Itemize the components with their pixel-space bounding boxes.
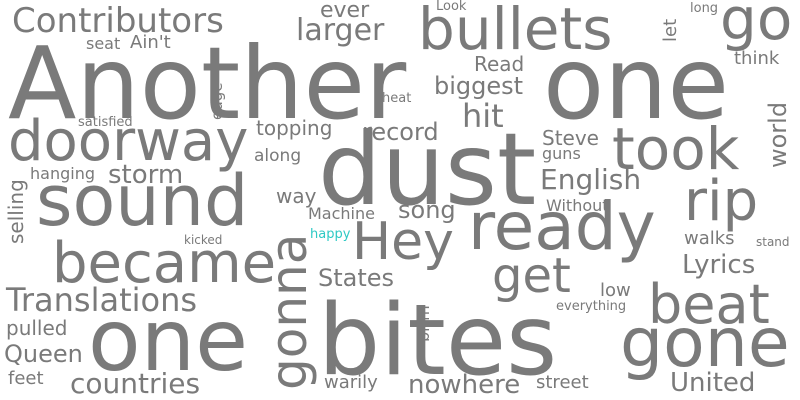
word-nowhere: nowhere: [408, 370, 521, 400]
word-one-bottom: one: [88, 291, 249, 391]
word-way: way: [276, 184, 317, 208]
word-rip: rip: [684, 169, 759, 234]
word-aint: Ain't: [130, 32, 171, 53]
word-one-top: one: [543, 25, 730, 142]
word-selling: selling: [4, 179, 28, 244]
word-english: English: [540, 163, 642, 196]
word-read: Read: [474, 52, 525, 76]
word-kicked: kicked: [184, 233, 223, 247]
word-countries: countries: [70, 367, 201, 400]
word-heat: heat: [382, 91, 412, 106]
word-gonna: gonna: [260, 233, 318, 390]
word-guns: guns: [542, 144, 581, 163]
word-states: States: [318, 264, 395, 292]
word-dust: dust: [318, 111, 537, 228]
word-think: think: [734, 48, 780, 69]
word-look: Look: [436, 0, 467, 14]
word-seat: seat: [86, 34, 121, 53]
word-happy: happy: [310, 227, 351, 242]
word-sound: sound: [36, 160, 249, 242]
word-let: let: [660, 18, 681, 42]
word-warily: warily: [324, 372, 378, 393]
word-queen: Queen: [4, 340, 83, 368]
word-street: street: [536, 372, 589, 393]
word-doorway: doorway: [8, 109, 249, 174]
word-ever: ever: [320, 0, 370, 23]
word-gone: gone: [620, 304, 790, 383]
word-edge: edge: [208, 82, 226, 121]
word-brim: brim: [414, 305, 433, 342]
word-long: long: [690, 1, 719, 16]
word-song: song: [398, 196, 456, 224]
word-machine: Machine: [308, 204, 375, 223]
word-along: along: [254, 146, 302, 166]
word-biggest: biggest: [434, 72, 524, 100]
word-united: United: [670, 368, 756, 398]
word-lyrics: Lyrics: [682, 250, 756, 280]
word-hit: hit: [462, 97, 504, 135]
word-get: get: [492, 248, 571, 304]
word-steve: Steve: [542, 126, 599, 150]
word-topping: topping: [256, 116, 333, 140]
word-beat: beat: [648, 273, 770, 336]
word-translations: Translations: [6, 281, 198, 319]
word-world: world: [764, 101, 792, 168]
word-contributors: Contributors: [12, 1, 224, 41]
word-low: low: [600, 280, 631, 301]
word-without: Without: [546, 196, 609, 215]
word-satisfied: satisfied: [78, 115, 133, 130]
word-walks: walks: [684, 228, 735, 249]
word-go: go: [720, 0, 793, 53]
word-larger: larger: [296, 13, 385, 48]
word-ready: ready: [468, 188, 656, 265]
word-took: took: [612, 115, 740, 183]
word-another: Another: [8, 25, 407, 142]
word-pulled: pulled: [6, 316, 68, 340]
word-storm: storm: [108, 160, 184, 190]
word-became: became: [52, 231, 277, 296]
word-bites: bites: [318, 284, 558, 398]
word-hey: Hey: [352, 212, 454, 272]
word-record: record: [362, 118, 439, 146]
word-bullets: bullets: [418, 0, 613, 63]
word-feet: feet: [8, 368, 44, 389]
word-stand: stand: [756, 235, 790, 249]
word-hanging: hanging: [30, 164, 95, 183]
word-everything: everything: [556, 299, 627, 314]
